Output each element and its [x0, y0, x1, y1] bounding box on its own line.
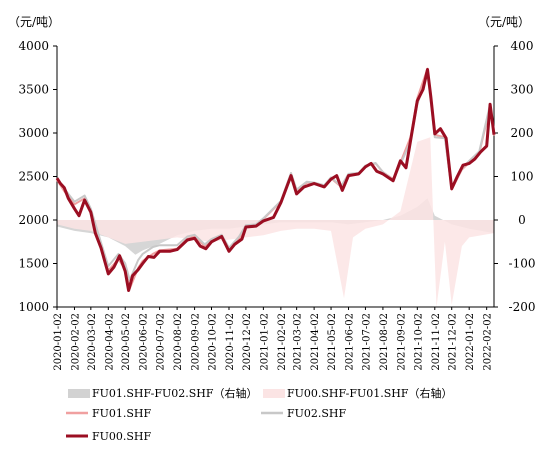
legend: FU01.SHF-FU02.SHF（右轴） FU00.SHF-FU01.SHF（右…: [66, 386, 453, 443]
x-tick-label: 2020-12-02: [242, 313, 253, 371]
x-tick-label: 2021-11-02: [431, 313, 442, 371]
x-tick-label: 2020-05-02: [121, 313, 132, 371]
x-tick-label: 2020-10-02: [208, 313, 219, 371]
left-axis-unit: （元/吨）: [8, 15, 60, 29]
right-tick-label: 200: [511, 126, 534, 140]
x-tick-label: 2021-02-02: [277, 313, 288, 371]
x-tick-label: 2021-05-02: [327, 313, 338, 371]
x-tick-labels: 2020-01-02 2020-02-02 2020-03-02 2020-04-02…: [53, 307, 494, 371]
x-tick-label: 2020-09-02: [191, 313, 202, 371]
left-tick-label: 1500: [18, 257, 49, 271]
legend-swatch-0: [68, 389, 90, 398]
x-tick-label: 2021-01-02: [259, 313, 270, 371]
right-tick-label: -100: [509, 257, 536, 271]
right-tick-label: 0: [518, 213, 526, 227]
right-tick-label: 400: [511, 39, 534, 53]
x-tick-label: 2021-03-02: [293, 313, 304, 371]
right-axis-unit: （元/吨）: [478, 15, 530, 29]
left-tick-label: 3500: [18, 83, 49, 97]
price-line-layer: [55, 67, 496, 292]
left-tick-label: 2000: [18, 213, 49, 227]
x-tick-label: 2021-12-02: [448, 313, 459, 371]
right-tick-label: -200: [509, 300, 536, 314]
spread-area-layer: [57, 137, 494, 307]
x-tick-label: 2020-01-02: [53, 313, 64, 371]
x-tick-label: 2021-08-02: [379, 313, 390, 371]
legend-label-4: FU00.SHF: [92, 430, 152, 443]
legend-label-2: FU01.SHF: [92, 407, 152, 420]
legend-label-3: FU02.SHF: [287, 407, 347, 420]
legend-label-0: FU01.SHF-FU02.SHF（右轴）: [92, 386, 258, 400]
x-tick-label: 2021-04-02: [310, 313, 321, 371]
x-tick-label: 2020-07-02: [156, 313, 167, 371]
left-tick-label: 3000: [18, 126, 49, 140]
x-tick-label: 2020-08-02: [173, 313, 184, 371]
right-tick-label: 300: [511, 83, 534, 97]
x-tick-label: 2020-06-02: [139, 313, 150, 371]
left-tick-label: 1000: [18, 300, 49, 314]
x-tick-label: 2021-10-02: [413, 313, 424, 371]
x-tick-label: 2022-02-02: [483, 313, 494, 371]
legend-swatch-1: [263, 389, 285, 398]
x-tick-label: 2021-06-02: [345, 313, 356, 371]
axes-layer: 1000 1500 2000 2500 3000 3500 4000 -200 -100 0 100…: [18, 39, 535, 314]
right-tick-label: 100: [511, 170, 534, 184]
x-tick-label: 2020-11-02: [225, 313, 236, 371]
x-tick-label: 2020-02-02: [70, 313, 81, 371]
x-tick-label: 2021-07-02: [361, 313, 372, 371]
x-tick-label: 2022-01-02: [465, 313, 476, 371]
left-tick-label: 2500: [18, 170, 49, 184]
left-tick-label: 4000: [18, 39, 49, 53]
x-tick-label: 2021-09-02: [396, 313, 407, 371]
line-series-4: [55, 68, 496, 292]
legend-label-1: FU00.SHF-FU01.SHF（右轴）: [287, 386, 453, 400]
area-series-1: [57, 137, 494, 307]
x-tick-label: 2020-03-02: [87, 313, 98, 371]
x-tick-label: 2020-04-02: [104, 313, 115, 371]
